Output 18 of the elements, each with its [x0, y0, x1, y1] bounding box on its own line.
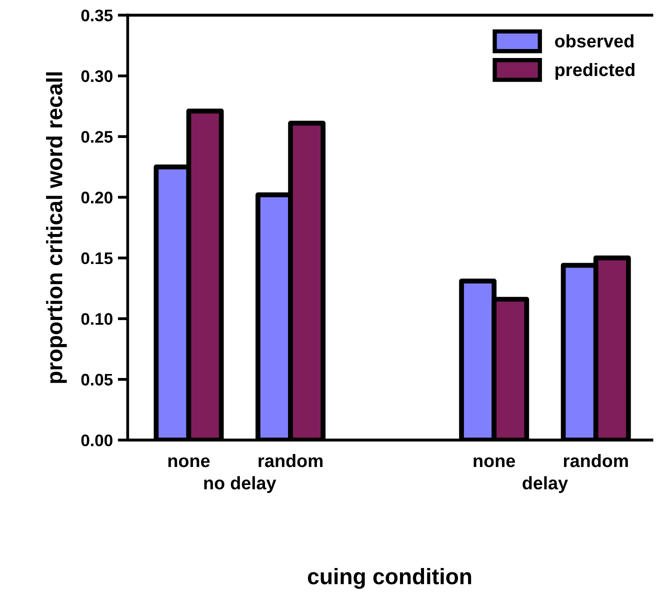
text: no delay [204, 476, 276, 494]
y-tick-label: 0.20 [81, 192, 112, 204]
y-tick-label: 0.25 [81, 130, 113, 143]
legend-label: predicted [556, 62, 634, 80]
y-tick-label: 0.00 [81, 434, 112, 446]
x-tick-label: random [564, 454, 628, 468]
text: delay [522, 476, 568, 494]
y-tick-label: 0.10 [81, 313, 112, 325]
x-axis-title: cuing condition [308, 568, 472, 589]
y-tick-label: 0.35 [81, 10, 113, 22]
y-axis-title: proportion critical word recall [46, 72, 67, 383]
y-tick-label: 0.05 [81, 374, 113, 386]
x-tick-label: random [258, 454, 323, 468]
x-tick-label: none [168, 457, 210, 468]
legend-label: observed [555, 34, 634, 48]
y-tick-label: 0.15 [81, 252, 113, 264]
y-tick-label: 0.30 [81, 70, 112, 82]
x-tick-label: none [474, 457, 516, 468]
